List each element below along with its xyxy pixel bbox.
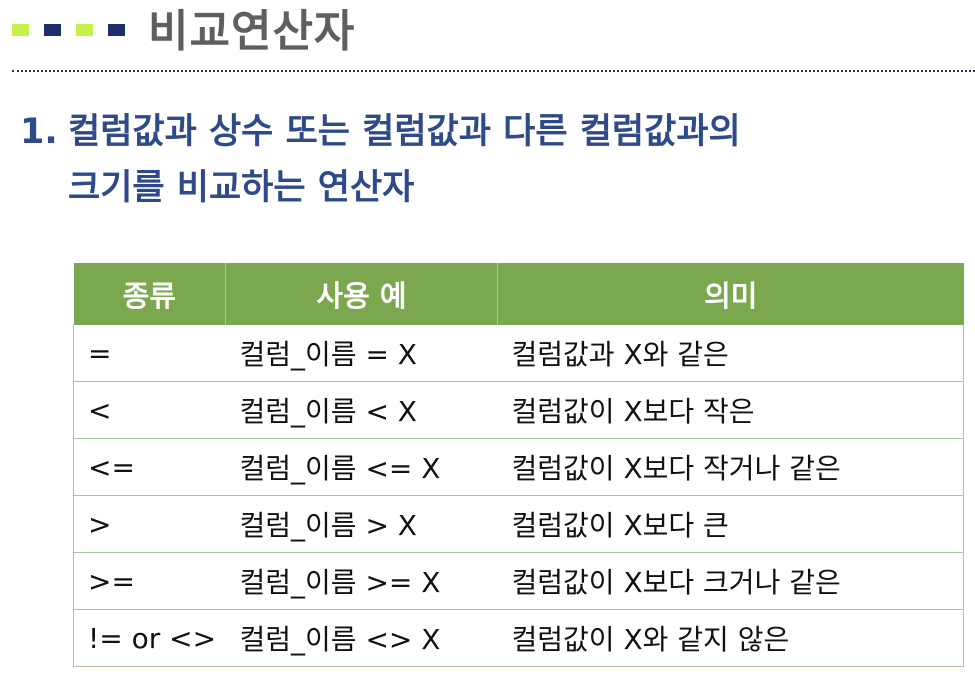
example-cell: 컬럼_이름 = X [225,325,498,382]
comparison-operators-table: 종류 사용 예 의미 = 컬럼_이름 = X 컬럼값과 X와 같은 < 컬럼_이… [73,263,964,667]
slide-header: 비교연산자 [0,0,975,72]
meaning-cell: 컬럼값과 X와 같은 [497,325,964,382]
table-row: = 컬럼_이름 = X 컬럼값과 X와 같은 [73,325,964,382]
header-divider [12,70,975,72]
table-row: > 컬럼_이름 > X 컬럼값이 X보다 큰 [73,495,964,553]
section-heading: 1. 컬럼값과 상수 또는 컬럼값과 다른 컬럼값과의 크기를 비교하는 연산자 [20,104,960,216]
operator-cell: != or <> [73,609,226,667]
bullet-square-lime-1 [12,24,29,36]
example-cell: 컬럼_이름 >= X [225,552,498,610]
page-title: 비교연산자 [148,6,356,57]
meaning-cell: 컬럼값이 X보다 크거나 같은 [497,552,964,610]
operator-cell: > [73,495,226,553]
section-heading-text-1: 컬럼값과 상수 또는 컬럼값과 다른 컬럼값과의 [68,112,741,152]
section-heading-line-2: 크기를 비교하는 연산자 [68,168,415,208]
table-row: >= 컬럼_이름 >= X 컬럼값이 X보다 크거나 같은 [73,552,964,610]
operator-cell: <= [73,438,226,496]
example-cell: 컬럼_이름 <= X [225,438,498,496]
column-header-meaning: 의미 [497,263,964,325]
bullet-square-navy-2 [108,24,125,36]
table-row: < 컬럼_이름 < X 컬럼값이 X보다 작은 [73,381,964,439]
bullet-square-navy-1 [44,24,61,36]
table-header-row: 종류 사용 예 의미 [73,263,964,325]
section-heading-line-1: 1. 컬럼값과 상수 또는 컬럼값과 다른 컬럼값과의 [20,104,960,160]
column-header-example: 사용 예 [225,263,498,325]
table-row: != or <> 컬럼_이름 <> X 컬럼값이 X와 같지 않은 [73,609,964,667]
meaning-cell: 컬럼값이 X보다 작거나 같은 [497,438,964,496]
example-cell: 컬럼_이름 <> X [225,609,498,667]
bullet-square-lime-2 [76,24,93,36]
operator-cell: >= [73,552,226,610]
column-header-type: 종류 [73,263,226,325]
example-cell: 컬럼_이름 < X [225,381,498,439]
meaning-cell: 컬럼값이 X보다 큰 [497,495,964,553]
meaning-cell: 컬럼값이 X와 같지 않은 [497,609,964,667]
operator-cell: = [73,325,226,382]
operator-cell: < [73,381,226,439]
section-number: 1. [20,112,58,152]
meaning-cell: 컬럼값이 X보다 작은 [497,381,964,439]
example-cell: 컬럼_이름 > X [225,495,498,553]
table-row: <= 컬럼_이름 <= X 컬럼값이 X보다 작거나 같은 [73,438,964,496]
